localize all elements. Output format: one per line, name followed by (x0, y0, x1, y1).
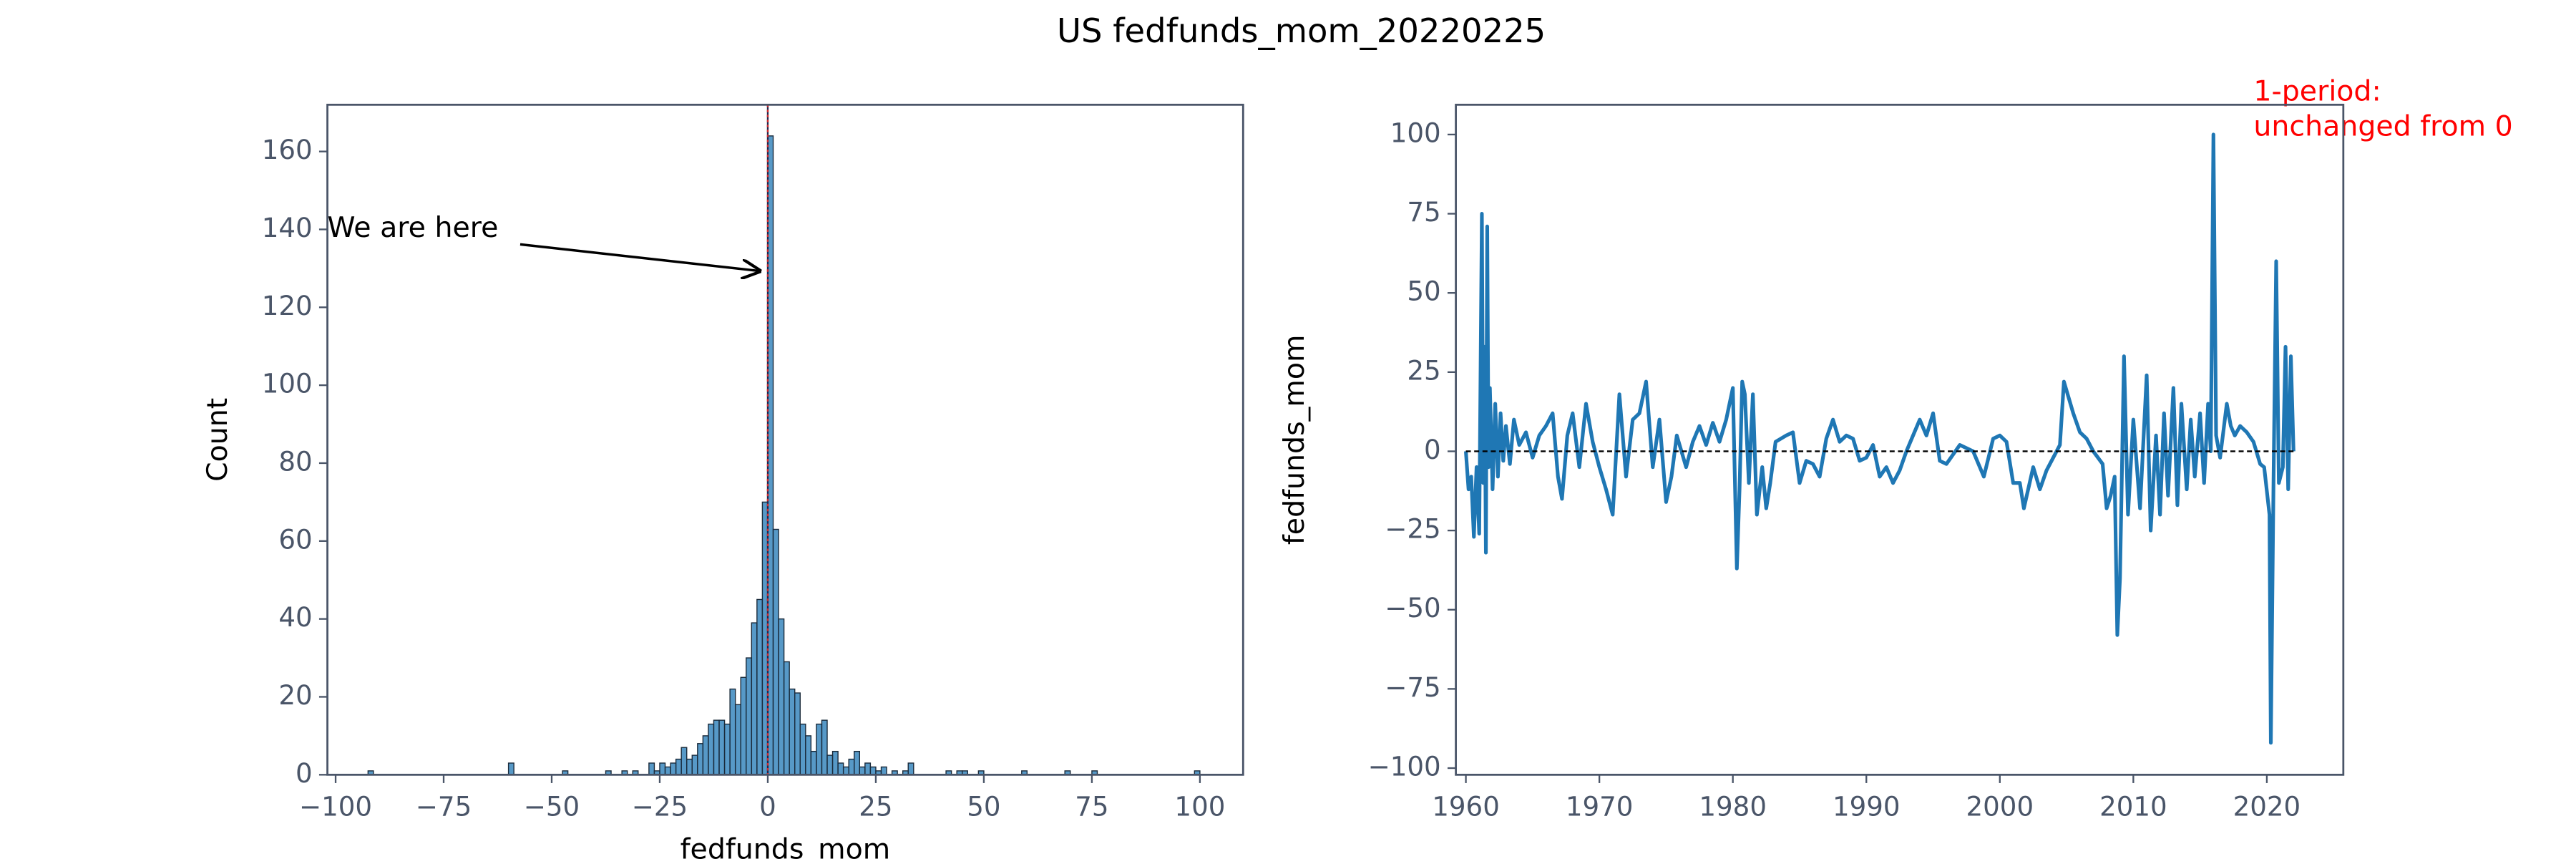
figure-title: US fedfunds_mom_20220225 (1057, 11, 1546, 50)
y-tick-label: 50 (1407, 276, 1440, 307)
x-tick-label: 1970 (1566, 791, 1634, 822)
y-tick-label: 20 (278, 680, 312, 711)
x-tick-label: 75 (1075, 791, 1108, 822)
histogram-bar (816, 723, 823, 776)
axes-frame (1455, 103, 2345, 776)
histogram-bar (854, 750, 860, 776)
histogram-bar (740, 676, 747, 776)
histogram-bar (659, 762, 666, 776)
x-tick-label: 1980 (1699, 791, 1767, 822)
histogram-bar (648, 762, 655, 776)
histogram-bar (869, 766, 877, 776)
y-tick-label: −75 (1385, 672, 1440, 703)
histogram-bar (734, 704, 741, 776)
series-line (1464, 132, 2296, 745)
y-tick-label: 0 (296, 758, 313, 789)
histogram-bar (805, 735, 812, 776)
histogram-bar (880, 766, 887, 776)
y-tick-label: 75 (1407, 197, 1440, 228)
y-tick-label: 100 (1390, 117, 1441, 148)
histogram-bar (783, 661, 790, 776)
x-tick-label: 2020 (2233, 791, 2301, 822)
histogram-bar (746, 657, 753, 776)
y-tick-label: 80 (278, 446, 312, 477)
histogram-bar (859, 766, 866, 776)
x-tick-label: 1960 (1432, 791, 1500, 822)
y-tick-label: −50 (1385, 593, 1440, 623)
x-tick-label: −50 (524, 791, 580, 822)
histogram-bar (702, 735, 709, 776)
y-tick-label: −25 (1385, 514, 1440, 545)
histogram-bar (821, 719, 828, 776)
histogram-bar (842, 766, 849, 776)
histogram-bar (675, 758, 682, 776)
histogram-bar (723, 723, 731, 776)
x-tick-label: 25 (859, 791, 892, 822)
x-axis-label: fedfunds_mom (680, 833, 891, 859)
x-tick-label: −100 (299, 791, 372, 822)
y-tick-label: −100 (1368, 752, 1441, 782)
histogram-bar (837, 762, 844, 776)
x-tick-label: 50 (967, 791, 1000, 822)
annotation-text: unchanged from 0 (2253, 110, 2512, 142)
y-tick-label: 120 (262, 291, 313, 321)
x-tick-label: 2010 (2099, 791, 2167, 822)
histogram-bar (831, 750, 839, 776)
histogram-bar (697, 743, 704, 776)
axes-frame (326, 103, 1244, 776)
histogram-bar (708, 723, 715, 776)
histogram-bar (729, 688, 736, 776)
histogram-bar (799, 723, 806, 776)
histogram-bar (713, 719, 720, 776)
y-axis-label: fedfunds_mom (1278, 335, 1311, 545)
histogram-bar (751, 622, 758, 776)
histogram-bar (794, 692, 801, 776)
histogram-bar (691, 754, 698, 776)
histogram-bar (670, 762, 677, 776)
histogram-bar (772, 528, 779, 776)
histogram-bar (507, 762, 514, 776)
y-tick-label: 0 (1424, 435, 1441, 465)
y-tick-label: 100 (262, 369, 313, 399)
histogram-bar (756, 598, 763, 776)
histogram-bar (686, 758, 693, 776)
y-tick-label: 40 (278, 602, 312, 633)
y-tick-label: 160 (262, 135, 313, 165)
histogram-bar (810, 750, 817, 776)
x-tick-label: −25 (632, 791, 688, 822)
x-tick-label: −75 (416, 791, 472, 822)
x-tick-label: 0 (759, 791, 776, 822)
histogram-bar (864, 762, 872, 776)
x-tick-label: 2000 (1966, 791, 2034, 822)
y-tick-label: 25 (1407, 355, 1440, 386)
annotation: We are here (328, 211, 499, 244)
x-tick-label: 100 (1174, 791, 1225, 822)
histogram-bar (907, 762, 914, 776)
histogram-bar (789, 688, 796, 776)
y-axis-label: Count (201, 398, 234, 482)
histogram-bar (778, 618, 785, 776)
annotation-arrow (519, 243, 759, 271)
histogram-bar (848, 758, 855, 776)
x-tick-label: 1990 (1833, 791, 1901, 822)
histogram-bar (680, 747, 688, 776)
histogram-bar (718, 719, 726, 776)
y-tick-label: 140 (262, 213, 313, 243)
y-tick-label: 60 (278, 524, 312, 555)
annotation-text: 1-period: (2253, 75, 2381, 108)
histogram-bar (826, 754, 834, 776)
histogram-bar (664, 766, 671, 776)
